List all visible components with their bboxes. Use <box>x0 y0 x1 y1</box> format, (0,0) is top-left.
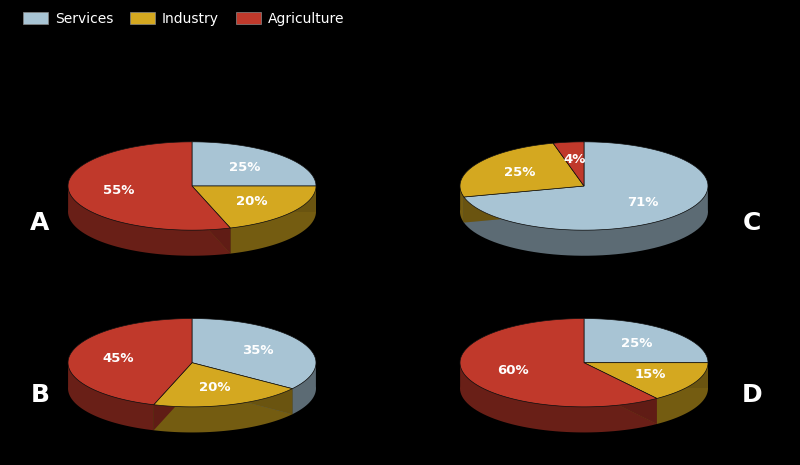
Text: 4%: 4% <box>563 153 586 166</box>
Text: 25%: 25% <box>504 166 536 179</box>
PathPatch shape <box>460 184 464 223</box>
PathPatch shape <box>553 142 584 186</box>
PathPatch shape <box>192 363 292 414</box>
PathPatch shape <box>464 142 708 230</box>
PathPatch shape <box>68 319 192 405</box>
Text: A: A <box>30 211 50 235</box>
PathPatch shape <box>68 142 230 230</box>
PathPatch shape <box>230 186 316 253</box>
Text: C: C <box>743 211 761 235</box>
Text: 35%: 35% <box>242 344 274 357</box>
PathPatch shape <box>192 186 316 212</box>
PathPatch shape <box>584 363 708 388</box>
PathPatch shape <box>464 184 708 256</box>
PathPatch shape <box>192 186 316 212</box>
PathPatch shape <box>460 143 584 197</box>
PathPatch shape <box>657 363 708 424</box>
PathPatch shape <box>192 186 230 253</box>
PathPatch shape <box>292 361 316 414</box>
Text: B: B <box>30 383 50 407</box>
PathPatch shape <box>584 363 708 399</box>
PathPatch shape <box>584 363 657 424</box>
PathPatch shape <box>584 363 708 388</box>
PathPatch shape <box>584 363 657 424</box>
Text: 20%: 20% <box>237 195 268 208</box>
PathPatch shape <box>464 186 584 223</box>
Text: 25%: 25% <box>229 161 260 174</box>
PathPatch shape <box>68 184 230 256</box>
PathPatch shape <box>584 319 708 363</box>
Text: 55%: 55% <box>103 184 134 197</box>
PathPatch shape <box>464 186 584 223</box>
Legend: Services, Industry, Agriculture: Services, Industry, Agriculture <box>23 12 344 26</box>
PathPatch shape <box>154 363 192 430</box>
PathPatch shape <box>192 186 316 228</box>
Text: 60%: 60% <box>498 365 529 378</box>
Text: D: D <box>742 383 762 407</box>
PathPatch shape <box>460 319 657 407</box>
Text: 15%: 15% <box>634 368 666 381</box>
PathPatch shape <box>68 361 154 430</box>
PathPatch shape <box>192 319 316 389</box>
PathPatch shape <box>192 186 230 253</box>
PathPatch shape <box>192 363 292 414</box>
Text: 45%: 45% <box>102 352 134 365</box>
PathPatch shape <box>154 363 292 407</box>
PathPatch shape <box>154 389 292 432</box>
PathPatch shape <box>192 142 316 186</box>
Text: 25%: 25% <box>621 338 652 351</box>
PathPatch shape <box>460 361 657 432</box>
PathPatch shape <box>154 363 192 430</box>
Text: 71%: 71% <box>627 196 658 209</box>
Text: 20%: 20% <box>199 381 230 394</box>
